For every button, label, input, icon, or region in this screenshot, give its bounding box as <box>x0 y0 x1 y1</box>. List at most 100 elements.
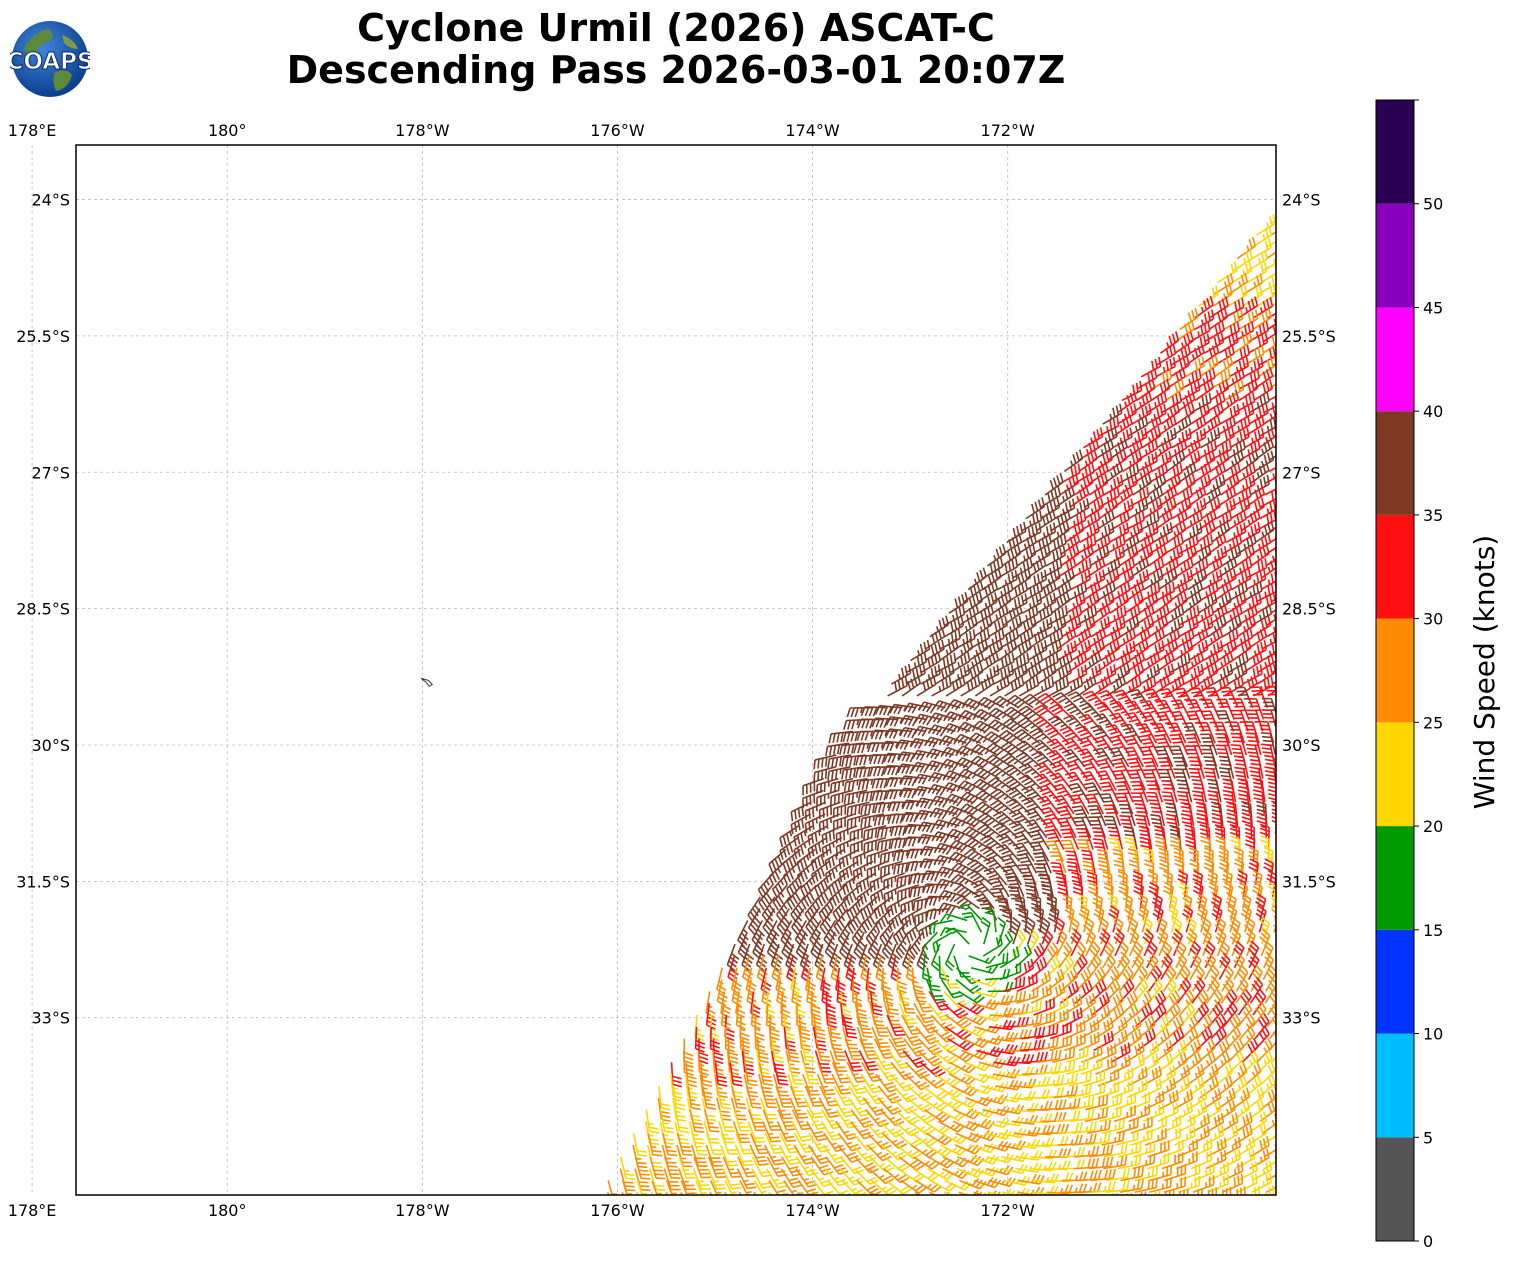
wind-barb <box>1214 426 1235 449</box>
colorbar-bin <box>1376 618 1414 723</box>
wind-barb <box>1228 272 1249 295</box>
colorbar-tick-label: 25 <box>1423 713 1443 732</box>
plot-title-line-1: Cyclone Urmil (2026) ASCAT-C <box>357 6 995 50</box>
colorbar-bin <box>1376 307 1414 412</box>
colorbar-tick-label: 50 <box>1423 195 1443 214</box>
wind-barb <box>1074 543 1095 567</box>
wind-barb <box>1132 473 1152 496</box>
colorbar-tick-label: 15 <box>1423 921 1443 940</box>
wind-barb <box>1079 521 1100 543</box>
wind-barb <box>1184 356 1205 378</box>
wind-barb <box>1229 344 1250 366</box>
wind-barb <box>1182 509 1203 532</box>
wind-barb <box>1238 378 1259 402</box>
wind-barb <box>1079 438 1100 461</box>
wind-barb <box>1075 534 1097 555</box>
wind-barb <box>1234 474 1256 496</box>
colorbar-bin <box>1376 826 1414 930</box>
wind-barb <box>1165 378 1185 402</box>
colorbar-tick-label: 30 <box>1423 610 1443 629</box>
wind-barb <box>1270 231 1276 236</box>
wind-barb <box>1016 544 1037 567</box>
wind-barb <box>1163 533 1184 555</box>
wind-barb <box>1090 533 1111 555</box>
wind-barb <box>1243 356 1264 378</box>
wind-barb <box>1223 309 1244 331</box>
wind-barb <box>1194 378 1214 402</box>
wind-barb <box>1080 509 1101 532</box>
wind-barb <box>1225 438 1246 461</box>
wind-barb <box>1226 509 1247 532</box>
wind-barb <box>1240 439 1261 461</box>
colorbar-tick-label: 10 <box>1423 1025 1443 1044</box>
colorbar-bin <box>1376 1033 1414 1138</box>
wind-barb <box>1025 497 1046 520</box>
wind-barb <box>1191 544 1212 567</box>
wind-barb <box>1104 534 1126 555</box>
wind-barb <box>1108 522 1130 543</box>
gridlines <box>31 145 1276 1195</box>
wind-barb <box>1220 390 1240 413</box>
wind-barb <box>1138 510 1160 532</box>
wind-barb <box>1046 533 1067 555</box>
wind-barb <box>1100 557 1121 579</box>
plot-title-line-2: Descending Pass 2026-03-01 20:07Z <box>286 48 1066 92</box>
wind-barb <box>1127 498 1149 520</box>
wind-barb <box>1167 520 1187 543</box>
wind-barb <box>1180 368 1202 390</box>
wind-barb <box>983 557 1004 579</box>
wind-barb <box>1102 403 1123 425</box>
wind-barb <box>1071 557 1092 579</box>
wind-barb <box>1269 537 1276 543</box>
wind-barb <box>1196 520 1216 543</box>
wind-barb <box>1127 415 1149 437</box>
colorbar-bin <box>1376 929 1414 1034</box>
wind-barb <box>1122 450 1143 473</box>
wind-barb <box>1174 331 1194 354</box>
wind-barb <box>1210 449 1230 473</box>
wind-barb <box>1147 473 1167 496</box>
wind-barb <box>1094 509 1115 532</box>
wind-barb <box>1129 556 1150 579</box>
colorbar-bin <box>1376 514 1414 619</box>
wind-barb <box>1181 522 1203 543</box>
wind-barb <box>1233 331 1253 354</box>
wind-barb <box>1190 321 1211 343</box>
wind-barb <box>1050 509 1071 532</box>
wind-barb <box>1233 249 1253 272</box>
wind-barb <box>1132 390 1153 413</box>
wind-barb <box>1213 355 1234 378</box>
wind-barb <box>1063 449 1084 473</box>
wind-barb <box>1271 302 1276 307</box>
wind-barb <box>1268 466 1276 473</box>
colorbar-tick-label: 20 <box>1423 817 1443 836</box>
wind-barb <box>997 557 1019 579</box>
wind-barb <box>1200 427 1221 449</box>
wind-barb <box>1235 544 1256 567</box>
colorbar-label: Wind Speed (knots) <box>1468 534 1501 810</box>
wind-barb <box>1166 449 1186 473</box>
wind-barb <box>1211 509 1233 532</box>
wind-barb <box>1262 334 1276 354</box>
wind-barb <box>1251 533 1272 555</box>
colorbar-bin <box>1376 100 1414 204</box>
colorbar-tick-label: 35 <box>1423 506 1443 525</box>
wind-barb <box>1155 356 1177 378</box>
colorbar-tick-label: 0 <box>1423 1232 1433 1251</box>
colorbar-bin <box>1376 1137 1414 1241</box>
wind-barb <box>1151 368 1173 390</box>
wind-barb <box>1176 473 1196 496</box>
colorbar-tick-label: 5 <box>1423 1128 1433 1147</box>
colorbar-bin <box>1376 722 1414 827</box>
wind-barb <box>1267 395 1276 402</box>
wind-barb <box>1093 438 1114 461</box>
wind-barb <box>1162 462 1183 484</box>
wind-barb <box>1045 545 1067 567</box>
wind-barb <box>1252 225 1273 248</box>
wind-barb <box>1161 473 1182 496</box>
wind-barb <box>1084 485 1105 508</box>
wind-barb <box>1069 498 1090 520</box>
wind-barb <box>1250 544 1270 567</box>
colorbar-tick-label: 45 <box>1423 298 1443 317</box>
